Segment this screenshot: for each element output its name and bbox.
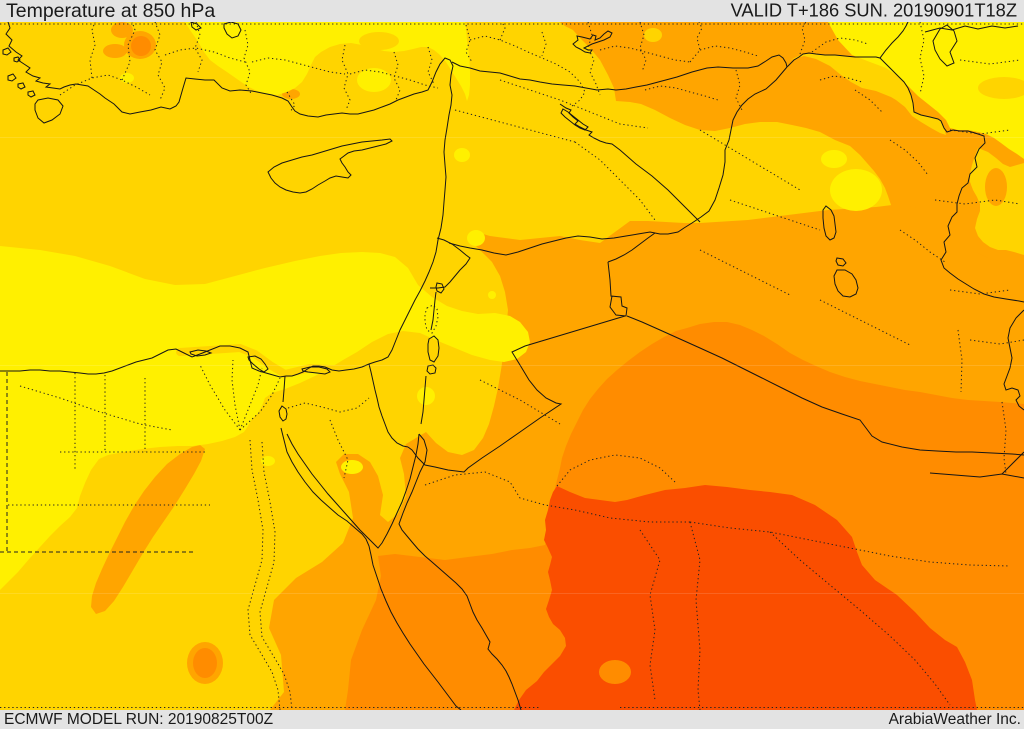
svg-text:Temperature at 850 hPa: Temperature at 850 hPa — [6, 0, 215, 22]
svg-text:ECMWF MODEL RUN: 20190825T00Z: ECMWF MODEL RUN: 20190825T00Z — [4, 711, 273, 728]
svg-text:ArabiaWeather Inc.: ArabiaWeather Inc. — [889, 711, 1021, 728]
svg-text:VALID T+186 SUN. 20190901T18Z: VALID T+186 SUN. 20190901T18Z — [731, 0, 1017, 21]
